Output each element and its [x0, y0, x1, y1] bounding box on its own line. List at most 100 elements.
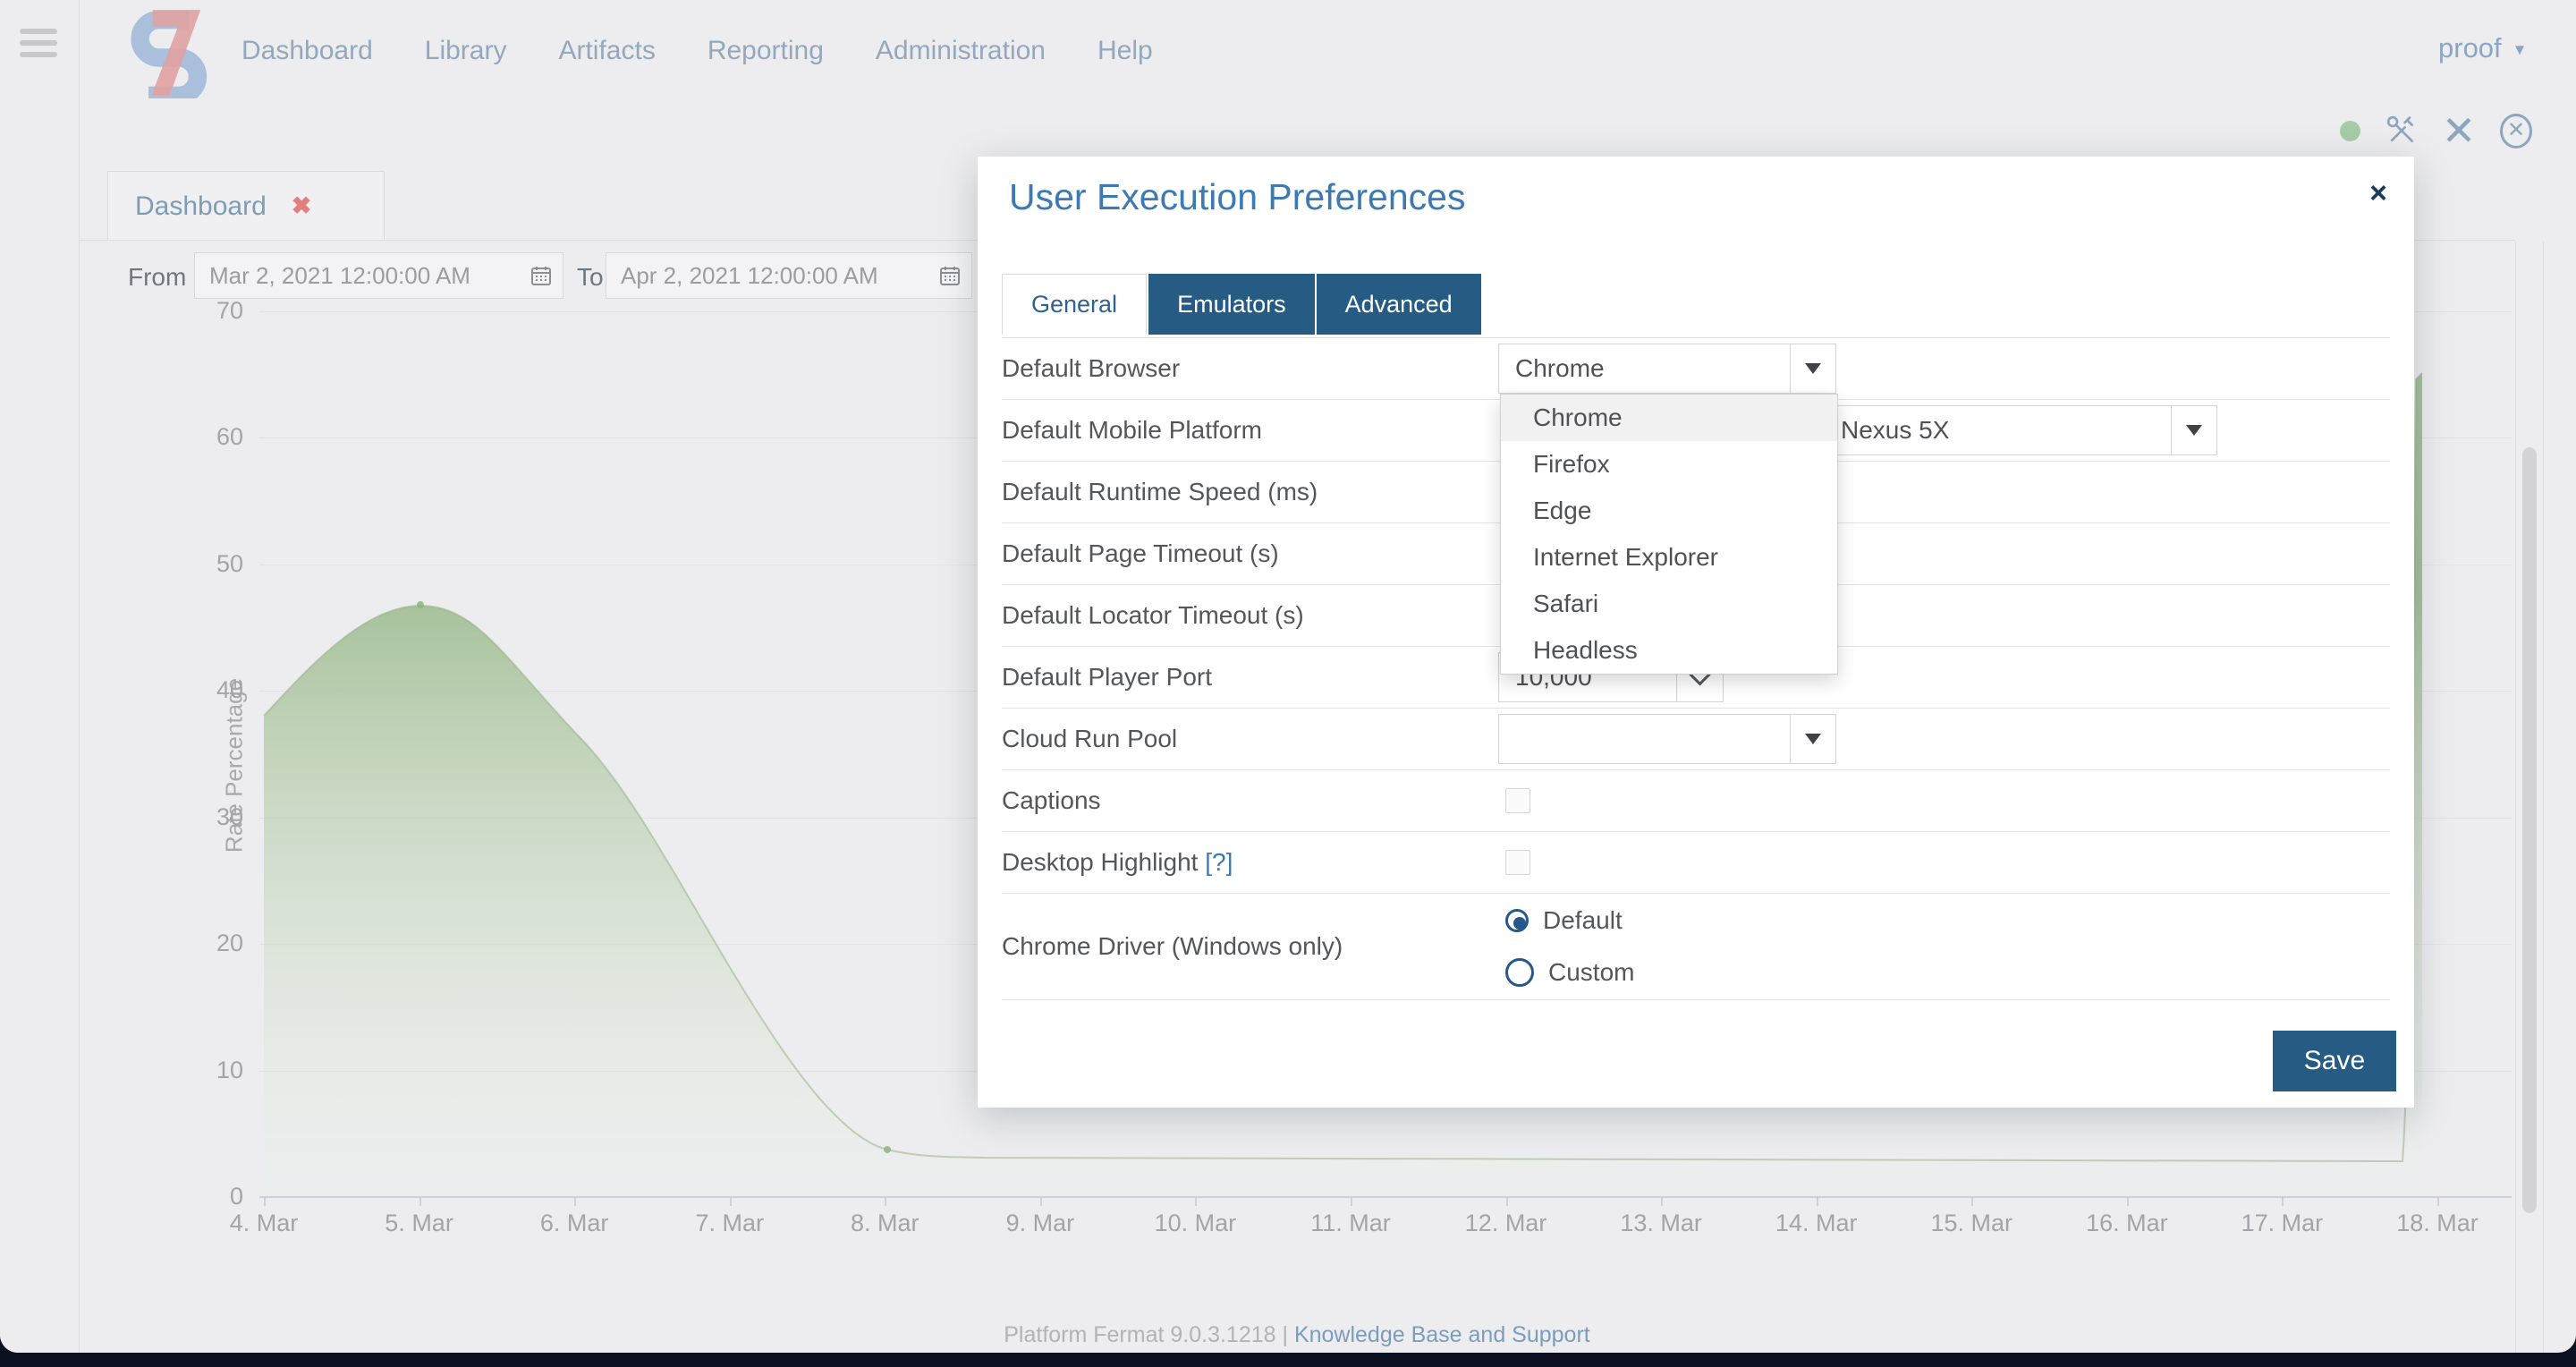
row-default-browser: Default Browser Chrome: [1002, 338, 2390, 400]
row-captions: Captions: [1002, 770, 2390, 832]
x-tick-mark: [1816, 1198, 1818, 1206]
row-chrome-driver: Chrome Driver (Windows only) Default Cus…: [1002, 894, 2390, 1000]
x-tick-mark: [2282, 1198, 2284, 1206]
nav-item-reporting[interactable]: Reporting: [707, 36, 824, 65]
tools-icon[interactable]: [2385, 115, 2418, 147]
from-label: From: [128, 263, 187, 291]
y-tick-label: 60: [216, 423, 243, 451]
x-tick-mark: [264, 1198, 266, 1206]
x-tick-label: 5. Mar: [385, 1210, 453, 1236]
to-date-input[interactable]: Apr 2, 2021 12:00:00 AM: [606, 252, 972, 299]
dialog-tab-advanced[interactable]: Advanced: [1316, 274, 1481, 335]
nav-item-help[interactable]: Help: [1097, 36, 1153, 65]
chevron-down-icon[interactable]: [1790, 715, 1835, 763]
app-logo[interactable]: [106, 7, 231, 106]
status-dot-icon: [2340, 120, 2360, 141]
chevron-down-icon[interactable]: [1790, 344, 1835, 393]
footer: Platform Fermat 9.0.3.1218 | Knowledge B…: [79, 1322, 2515, 1348]
nav-item-administration[interactable]: Administration: [875, 36, 1046, 65]
dropdown-option-chrome[interactable]: Chrome: [1501, 395, 1837, 441]
logout-icon[interactable]: ✕: [2500, 113, 2532, 149]
x-tick-label: 8. Mar: [851, 1210, 919, 1236]
from-date-input[interactable]: Mar 2, 2021 12:00:00 AM: [194, 252, 564, 299]
x-tick-label: 11. Mar: [1310, 1210, 1391, 1236]
x-tick-label: 16. Mar: [2086, 1210, 2168, 1236]
x-tick-label: 18. Mar: [2396, 1210, 2479, 1236]
divider: [2515, 242, 2516, 1353]
x-tick-mark: [1351, 1198, 1352, 1206]
dropdown-option-headless[interactable]: Headless: [1533, 636, 1638, 664]
x-tick-label: 17. Mar: [2241, 1210, 2324, 1236]
user-menu[interactable]: proof ▼: [2438, 32, 2528, 64]
dialog-tabs: General Emulators Advanced: [1002, 274, 1483, 335]
save-button[interactable]: Save: [2273, 1031, 2396, 1091]
dropdown-option-edge[interactable]: Edge: [1533, 497, 1592, 524]
row-cloud-run-pool: Cloud Run Pool: [1002, 709, 2390, 770]
calendar-icon[interactable]: [530, 265, 552, 286]
tab-close-icon[interactable]: ✖: [291, 192, 312, 219]
x-tick-mark: [2437, 1198, 2439, 1206]
default-browser-select[interactable]: Chrome: [1498, 344, 1836, 394]
nav-item-artifacts[interactable]: Artifacts: [558, 36, 656, 65]
quick-actions: ✕ ✕: [2340, 107, 2532, 154]
y-tick-label: 70: [216, 297, 243, 324]
y-tick-label: 0: [229, 1183, 243, 1210]
dropdown-option-internet-explorer[interactable]: Internet Explorer: [1533, 543, 1718, 571]
knowledge-base-link[interactable]: Knowledge Base and Support: [1293, 1322, 1590, 1347]
chevron-down-icon[interactable]: [2171, 406, 2216, 454]
radio-icon[interactable]: [1505, 958, 1534, 987]
chrome-driver-default-option[interactable]: Default: [1505, 906, 1634, 935]
dialog-close-icon[interactable]: ×: [2369, 176, 2387, 210]
help-link[interactable]: [?]: [1205, 848, 1233, 876]
x-tick-mark: [1195, 1198, 1198, 1206]
close-icon[interactable]: ✕: [2441, 107, 2477, 154]
x-tick-label: 7. Mar: [695, 1210, 764, 1236]
data-point: [884, 1146, 891, 1153]
radio-selected-icon[interactable]: [1505, 909, 1529, 932]
nav-item-dashboard[interactable]: Dashboard: [242, 36, 373, 65]
dropdown-option-safari[interactable]: Safari: [1533, 590, 1599, 617]
tab-label: Dashboard: [135, 191, 267, 221]
browser-dropdown-list: Chrome Firefox Edge Internet Explorer Safari…: [1500, 394, 1838, 675]
dialog-title: User Execution Preferences: [1009, 176, 1466, 217]
user-name: proof: [2438, 32, 2502, 64]
default-mobile-platform-select[interactable]: Nexus 5X: [1824, 405, 2217, 455]
desktop-highlight-checkbox[interactable]: [1505, 850, 1530, 875]
user-execution-preferences-dialog: User Execution Preferences × General Emul…: [978, 157, 2414, 1108]
x-tick-mark: [729, 1198, 732, 1206]
x-tick-label: 13. Mar: [1620, 1210, 1702, 1236]
x-tick-label: 15. Mar: [1930, 1210, 2013, 1236]
menu-icon[interactable]: [20, 29, 57, 64]
y-tick-label: 50: [216, 549, 243, 577]
cloud-run-pool-select[interactable]: [1498, 714, 1836, 764]
x-tick-label: 6. Mar: [539, 1210, 609, 1236]
scrollbar[interactable]: [2522, 447, 2537, 1213]
logo-seven-shape: [151, 10, 201, 96]
tab-dashboard[interactable]: Dashboard ✖: [107, 171, 385, 241]
captions-checkbox[interactable]: [1505, 788, 1530, 813]
dialog-tab-general[interactable]: General: [1002, 274, 1148, 335]
y-tick-label: 30: [216, 802, 243, 830]
x-tick-label: 4. Mar: [229, 1210, 299, 1236]
y-tick-label: 20: [216, 930, 243, 957]
x-tick-mark: [1971, 1198, 1974, 1206]
row-desktop-highlight: Desktop Highlight [?]: [1002, 832, 2390, 894]
nav-item-library[interactable]: Library: [424, 36, 507, 65]
left-sidebar: [0, 0, 80, 1353]
x-tick-mark: [2126, 1198, 2129, 1206]
calendar-icon[interactable]: [939, 265, 961, 286]
x-tick-mark: [885, 1198, 887, 1206]
platform-version: Platform Fermat 9.0.3.1218 |: [1004, 1322, 1288, 1347]
x-tick-label: 10. Mar: [1154, 1210, 1237, 1236]
x-tick-mark: [1505, 1198, 1508, 1206]
dropdown-option-firefox[interactable]: Firefox: [1533, 450, 1610, 478]
dialog-tab-emulators[interactable]: Emulators: [1148, 274, 1315, 335]
data-point: [417, 601, 424, 608]
chrome-driver-custom-option[interactable]: Custom: [1505, 958, 1634, 987]
y-tick-label: 40: [216, 676, 243, 704]
x-axis-line: [259, 1196, 2512, 1198]
x-tick-mark: [419, 1198, 421, 1206]
x-tick-label: 9. Mar: [1005, 1210, 1075, 1236]
x-tick-label: 12. Mar: [1464, 1210, 1547, 1236]
